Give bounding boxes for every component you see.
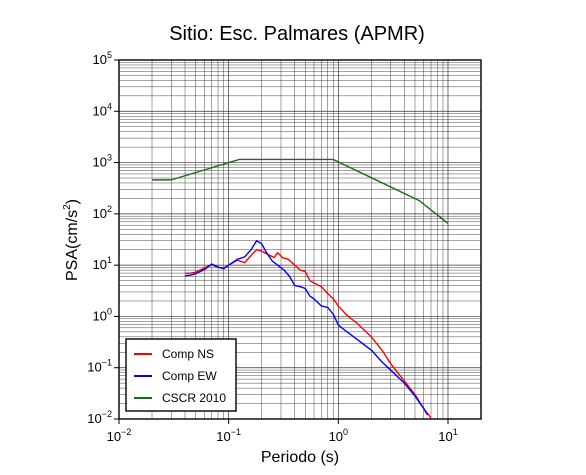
x-tick-exponent: 0 (343, 427, 348, 437)
legend-item: Comp EW (134, 369, 217, 383)
y-tick-exponent: 2 (107, 204, 112, 214)
y-tick-exponent: 0 (107, 306, 112, 316)
legend-item: CSCR 2010 (134, 391, 226, 405)
y-tick-base: 10 (93, 257, 107, 272)
x-tick-label: 10−1 (216, 427, 241, 444)
y-tick-base: 10 (93, 308, 107, 323)
y-tick-label: 103 (93, 153, 112, 170)
y-tick-label: 10−2 (87, 409, 112, 426)
x-tick-base: 10 (107, 429, 121, 444)
y-tick-exponent: −2 (102, 409, 112, 419)
y-tick-label: 100 (93, 306, 112, 323)
x-axis-ticks: 10−2 10−1 100 101 (107, 419, 458, 444)
x-tick-base: 10 (438, 429, 452, 444)
legend-item: Comp NS (134, 347, 214, 361)
data-series (152, 158, 449, 419)
x-tick-exponent: −1 (231, 427, 241, 437)
y-tick-label: 104 (93, 101, 112, 118)
y-tick-base: 10 (93, 52, 107, 67)
grid-lines (118, 59, 482, 420)
y-tick-exponent: 3 (107, 153, 112, 163)
y-axis-label-close: ) (64, 199, 81, 204)
y-tick-base: 10 (87, 411, 101, 426)
y-tick-base: 10 (93, 206, 107, 221)
y-tick-exponent: 4 (107, 101, 112, 111)
x-tick-exponent: −2 (121, 427, 131, 437)
y-tick-base: 10 (87, 360, 101, 375)
plot-frame (118, 59, 482, 420)
x-tick-base: 10 (216, 429, 230, 444)
x-tick-label: 100 (329, 427, 348, 444)
series-line-comp-ew (184, 239, 429, 416)
legend-label: CSCR 2010 (162, 391, 226, 405)
legend: Comp NS Comp EW CSCR 2010 (125, 338, 237, 412)
x-tick-base: 10 (329, 429, 343, 444)
x-tick-label: 10−2 (107, 427, 132, 444)
legend-label: Comp NS (162, 347, 214, 361)
y-tick-exponent: 5 (107, 50, 112, 60)
chart-title: Sitio: Esc. Palmares (APMR) (169, 23, 425, 45)
y-tick-exponent: −1 (102, 358, 112, 368)
series-line-cscr-2010 (152, 158, 449, 224)
y-tick-base: 10 (93, 155, 107, 170)
legend-label: Comp EW (162, 369, 217, 383)
y-tick-label: 101 (93, 255, 112, 272)
y-tick-base: 10 (93, 103, 107, 118)
y-tick-label: 10−1 (87, 358, 112, 375)
x-tick-exponent: 1 (453, 427, 458, 437)
y-axis-label-superscript: 2 (62, 204, 73, 210)
y-axis-label-main: PSA(cm/s (64, 210, 81, 281)
y-tick-label: 102 (93, 204, 112, 221)
y-tick-exponent: 1 (107, 255, 112, 265)
x-axis-label: Periodo (s) (261, 449, 339, 466)
y-axis-label: PSA(cm/s2) (62, 199, 81, 281)
y-tick-label: 105 (93, 50, 112, 67)
x-tick-label: 101 (438, 427, 457, 444)
